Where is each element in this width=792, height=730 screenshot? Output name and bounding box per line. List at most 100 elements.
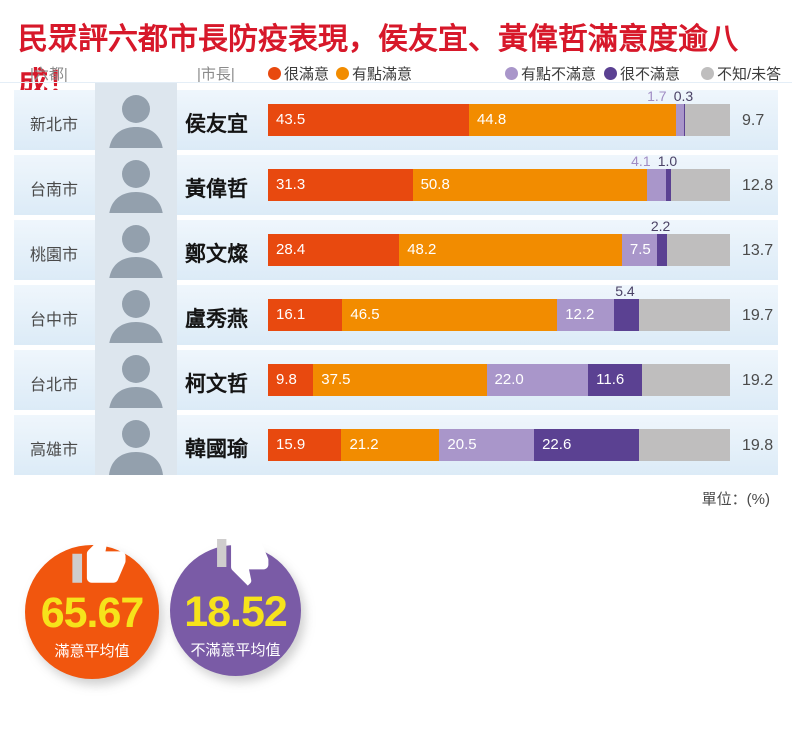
segment-value: 9.8 [276, 371, 297, 388]
bar-segment [656, 234, 667, 266]
mayor-row: 高雄市 韓國瑜 19.8 15.9 21.2 20.5 22.6 [14, 408, 778, 475]
legend-item-somewhat-satisfied: 有點滿意 [336, 63, 412, 84]
segment-value: 46.5 [350, 306, 380, 323]
satisfied-average-value: 65.67 [40, 589, 145, 637]
bar-segment: 12.2 [557, 299, 614, 331]
mayor-photo [95, 408, 177, 475]
thumb-down-icon [214, 532, 270, 593]
segment-value: 21.2 [349, 436, 379, 453]
segment-value-outside: 19.2 [742, 372, 774, 389]
page-title: 民眾評六都市長防疫表現，侯友宜、黃偉哲滿意度逾八成！ [18, 23, 738, 100]
bar-segment: 28.4 [268, 234, 400, 266]
segment-value-above: 2.2 [650, 218, 671, 234]
mayor-photo [95, 278, 177, 345]
bar-segment [666, 234, 730, 266]
bar-segment [666, 169, 671, 201]
stacked-bar: 9.8 37.5 22.0 11.6 [268, 364, 731, 396]
legend-dot-very-dissatisfied-icon [604, 67, 617, 80]
bar-segment [683, 104, 686, 136]
segment-value-above: 1.0 [657, 153, 678, 169]
segment-value: 50.8 [420, 176, 450, 193]
stacked-bar: 16.1 46.5 12.2 [268, 299, 730, 331]
mayor-name: 盧秀燕 [185, 308, 248, 331]
legend-dot-very-satisfied-icon [268, 67, 281, 80]
stacked-bar: 31.3 50.8 [268, 169, 730, 201]
mayor-photo [95, 343, 177, 410]
stacked-bar: 43.5 44.8 [268, 104, 730, 136]
legend-item-very-satisfied: 很滿意 [268, 63, 329, 84]
column-header-mayor: |市長| [197, 66, 235, 83]
bar-segment [675, 104, 684, 136]
segment-value-outside: 13.7 [742, 242, 774, 259]
segment-value: 22.0 [494, 371, 524, 388]
stacked-bar: 15.9 21.2 20.5 22.6 [268, 429, 730, 461]
bar-segment: 20.5 [439, 429, 535, 461]
segment-value-above: 0.3 [673, 88, 694, 104]
legend-item-very-dissatisfied: 很不滿意 [604, 63, 680, 84]
bar-segment [638, 429, 730, 461]
thumb-up-icon [70, 532, 128, 595]
segment-value: 37.5 [321, 371, 351, 388]
segment-value: 11.6 [596, 371, 625, 388]
bar-segment: 46.5 [342, 299, 558, 331]
bar-segment [638, 299, 730, 331]
bar-segment: 50.8 [412, 169, 648, 201]
bar-segment: 43.5 [268, 104, 469, 136]
segment-value: 12.2 [565, 306, 595, 323]
unsatisfied-average-value: 18.52 [184, 587, 288, 636]
mayor-photo [95, 213, 177, 280]
segment-value: 48.2 [407, 241, 437, 258]
city-name: 台南市 [30, 182, 79, 199]
satisfied-average-bubble: 65.67 滿意平均值 [25, 534, 159, 679]
stacked-bar: 28.4 48.2 7.5 [268, 234, 730, 266]
unit-label: 單位：(%) [701, 491, 770, 508]
segment-value-above: 5.4 [615, 283, 635, 299]
segment-value: 44.8 [476, 111, 507, 128]
bar-segment [641, 364, 731, 396]
satisfied-average-label: 滿意平均值 [54, 643, 130, 660]
mayor-photo [95, 83, 177, 150]
city-name: 台中市 [30, 312, 79, 329]
mayor-row: 台北市 柯文哲 19.2 9.8 37.5 22.0 11.6 [14, 343, 778, 410]
segment-value: 43.5 [276, 111, 306, 128]
bar-segment [613, 299, 639, 331]
segment-value: 28.4 [276, 241, 306, 258]
segment-value-outside: 19.7 [742, 307, 774, 324]
unsatisfied-average-label: 不滿意平均值 [190, 641, 281, 659]
mayor-photo [95, 148, 177, 215]
legend-item-somewhat-dissatisfied: 有點不滿意 [505, 63, 596, 84]
unsatisfied-average-bubble: 18.52 不滿意平均值 [170, 539, 301, 676]
bar-segment: 37.5 [313, 364, 487, 396]
segment-value: 31.3 [276, 176, 306, 193]
legend-row: |六都| |市長| 很滿意 有點滿意 有點不滿意 很不滿意 不知/未答 [0, 61, 792, 83]
bar-segment [685, 104, 730, 136]
mayor-name: 鄭文燦 [185, 243, 248, 266]
bar-segment: 22.0 [486, 364, 589, 396]
column-header-city: |六都| [30, 66, 68, 83]
bar-segment: 7.5 [621, 234, 657, 266]
mayor-name: 侯友宜 [185, 113, 248, 136]
segment-value-above: 4.1 [631, 153, 651, 169]
segment-value: 15.9 [276, 436, 306, 453]
mayor-row: 新北市 侯友宜 9.7 43.5 44.8 1.7 0.3 [14, 83, 778, 150]
city-name: 新北市 [30, 117, 79, 134]
city-name: 桃園市 [30, 247, 79, 264]
mayor-row: 桃園市 鄭文燦 13.7 28.4 48.2 7.5 2.2 [14, 213, 778, 280]
mayor-row: 台中市 盧秀燕 19.7 16.1 46.5 12.2 5.4 [14, 278, 778, 345]
bar-segment: 44.8 [468, 104, 676, 136]
bar-segment: 21.2 [341, 429, 440, 461]
city-name: 高雄市 [30, 442, 79, 459]
segment-value: 7.5 [629, 241, 651, 258]
city-name: 台北市 [30, 377, 79, 394]
stacked-bar-chart: 新北市 侯友宜 9.7 43.5 44.8 1.7 0.3 台南市 黃偉哲 12.8 31.3 50.… [14, 83, 778, 480]
legend-item-unknown: 不知/未答 [701, 63, 781, 84]
bar-segment: 31.3 [268, 169, 413, 201]
bar-segment: 11.6 [588, 364, 642, 396]
segment-value: 16.1 [276, 306, 306, 323]
bar-segment: 16.1 [268, 299, 343, 331]
bar-segment [670, 169, 730, 201]
legend-dot-unknown-icon [701, 67, 714, 80]
legend-dot-somewhat-dissatisfied-icon [505, 67, 518, 80]
bar-segment: 22.6 [534, 429, 639, 461]
mayor-name: 韓國瑜 [185, 438, 248, 461]
